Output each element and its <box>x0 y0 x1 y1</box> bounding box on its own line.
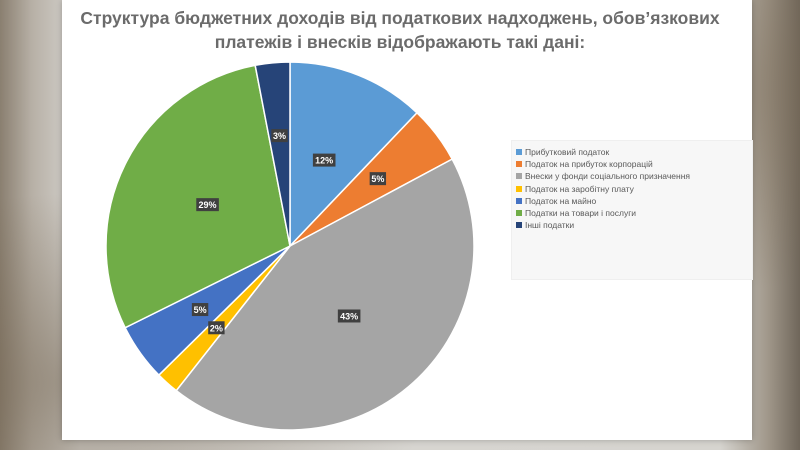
svg-text:2%: 2% <box>210 323 223 333</box>
pie-slice-0 <box>289 61 419 248</box>
legend-swatch <box>516 222 522 229</box>
legend-swatch <box>516 161 522 168</box>
svg-text:5%: 5% <box>371 174 384 184</box>
legend-label: Прибутковий податок <box>525 147 610 157</box>
legend-label: Внески у фонди соціального призначення <box>525 171 690 182</box>
legend-swatch <box>516 149 522 155</box>
legend-swatch <box>516 185 522 192</box>
legend-item-4: Податок на майно <box>516 196 596 206</box>
legend-label: Інші податки <box>525 220 575 231</box>
data-label-2: 43% <box>337 309 361 323</box>
chart-legend: Прибутковий податок Податок на прибуток к… <box>511 140 753 280</box>
legend-swatch <box>516 197 522 204</box>
legend-item-0: Прибутковий податок <box>516 147 609 157</box>
legend-swatch <box>516 210 522 216</box>
data-label-5: 29% <box>196 198 219 212</box>
legend-swatch <box>516 173 522 180</box>
pie-slice-6 <box>254 61 291 247</box>
legend-item-2: Внески у фонди соціального призначення <box>516 171 690 181</box>
legend-item-1: Податок на прибуток корпорацій <box>516 159 653 169</box>
data-label-0: 12% <box>312 153 336 167</box>
legend-item-5: Податки на товари і послуги <box>516 208 636 218</box>
legend-item-3: Податок на заробітну плату <box>516 184 634 194</box>
data-label-4: 5% <box>191 303 209 317</box>
svg-text:12%: 12% <box>315 156 333 166</box>
data-label-1: 5% <box>369 172 387 186</box>
data-label-3: 2% <box>208 321 225 335</box>
legend-label: Податок на майно <box>525 195 597 206</box>
pie-slice-5 <box>105 64 291 329</box>
legend-label: Податки на товари і послуги <box>525 208 637 218</box>
legend-label: Податок на заробітну плату <box>525 183 634 194</box>
slide-title: Структура бюджетних доходів від податков… <box>80 8 720 52</box>
legend-label: Податок на прибуток корпорацій <box>525 159 653 170</box>
svg-text:43%: 43% <box>340 311 358 321</box>
legend-item-6: Інші податки <box>516 220 574 230</box>
svg-text:5%: 5% <box>194 305 207 315</box>
svg-text:3%: 3% <box>273 131 286 141</box>
data-label-6: 3% <box>271 129 288 143</box>
pie-slice-2 <box>175 158 475 431</box>
svg-text:29%: 29% <box>199 200 217 210</box>
